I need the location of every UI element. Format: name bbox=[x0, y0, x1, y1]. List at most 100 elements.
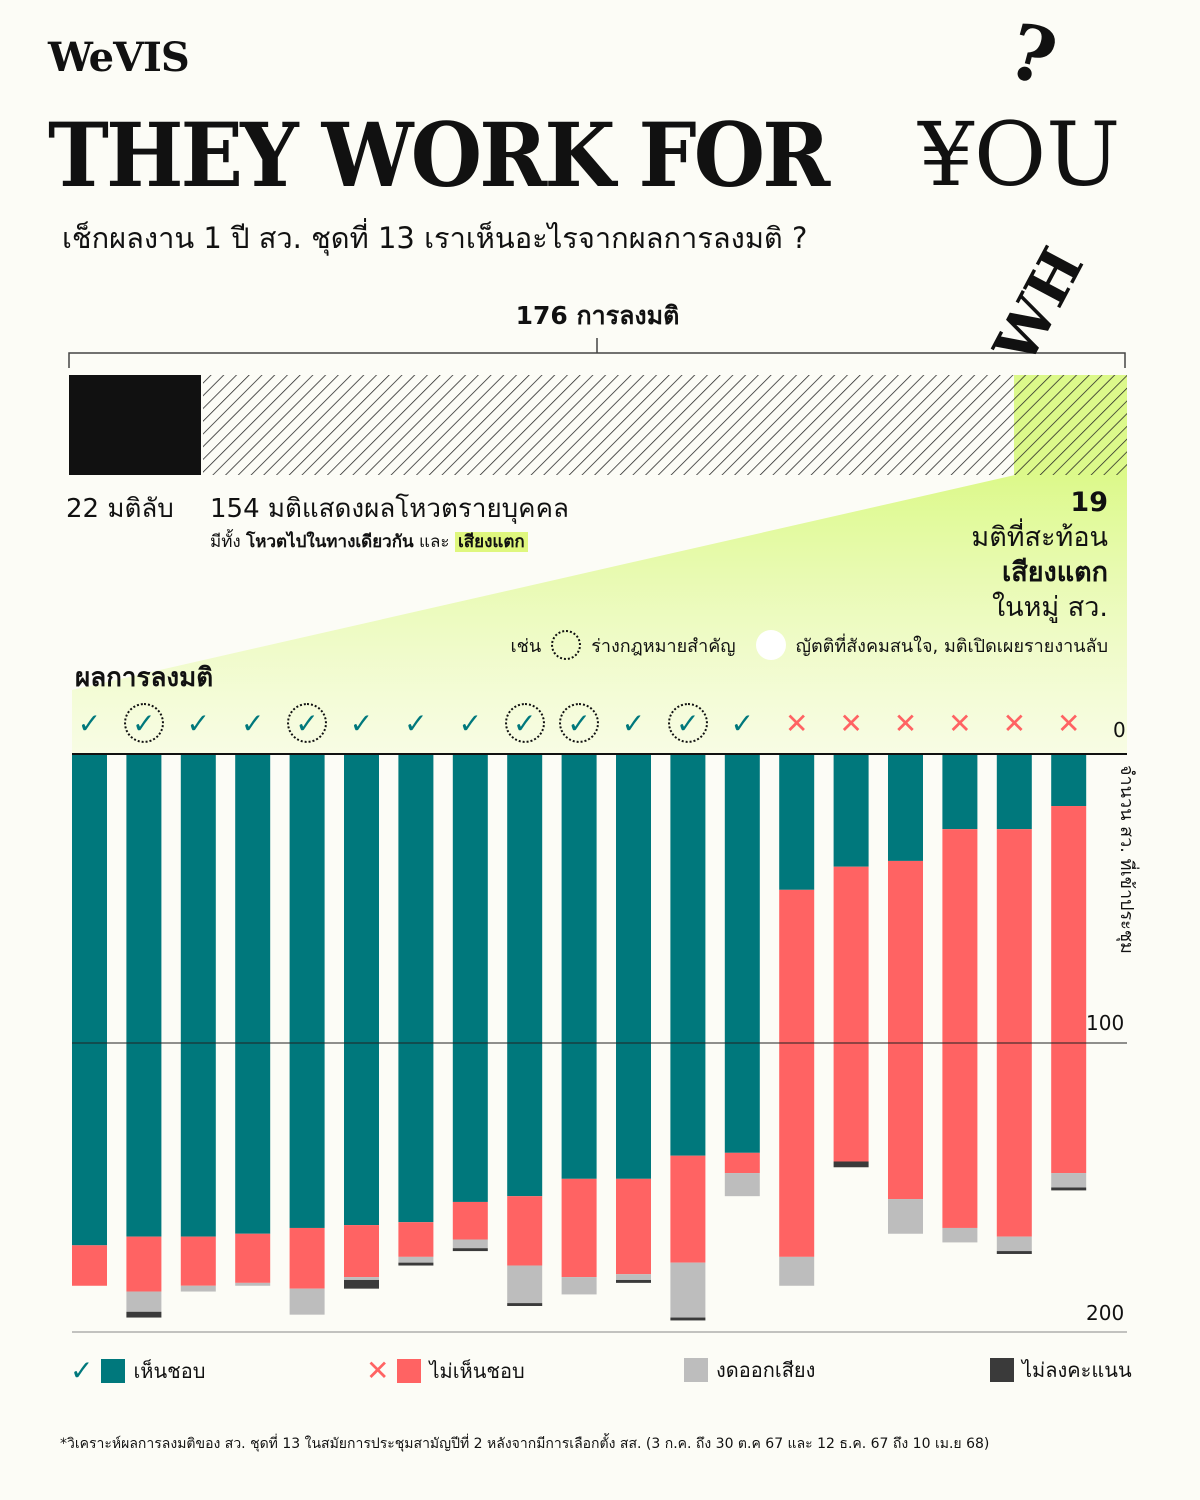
cross-icon-15: ✕ bbox=[839, 706, 863, 740]
bar-disagree-11 bbox=[616, 1178, 651, 1275]
check-icon-12: ✓ bbox=[667, 703, 708, 743]
bar-abstain-11 bbox=[616, 1274, 651, 1280]
legend-abstain: งดออกเสียง bbox=[684, 1354, 815, 1386]
bar-abstain-14 bbox=[779, 1256, 815, 1286]
bar-agree-16 bbox=[888, 754, 923, 861]
eg-label: เช่น bbox=[510, 635, 542, 657]
bar-disagree-13 bbox=[724, 1152, 760, 1174]
individual-label: 154 มติแสดงผลโหวตรายบุคคล bbox=[210, 494, 569, 524]
sub-pre: มีทั้ง bbox=[210, 532, 247, 552]
bar-disagree-15 bbox=[833, 866, 869, 1162]
bar-disagree-7 bbox=[398, 1222, 434, 1257]
bar-agree-18 bbox=[996, 754, 1032, 830]
bar-agree-13 bbox=[724, 754, 760, 1153]
individual-sublabel: มีทั้ง โหวตไปในทางเดียวกัน และ เสียงแตก bbox=[210, 528, 528, 555]
title-you: ¥OU bbox=[918, 103, 1121, 206]
chart-title: ผลการลงมติ bbox=[75, 663, 214, 693]
sub-bold: โหวตไปในทางเดียวกัน bbox=[246, 532, 414, 552]
bar-disagree-1 bbox=[72, 1245, 107, 1286]
bar-agree-15 bbox=[833, 754, 869, 867]
bar-novote-9 bbox=[507, 1303, 543, 1306]
bar-agree-1 bbox=[72, 754, 107, 1246]
secret-label: 22 มติลับ bbox=[66, 494, 174, 524]
example-legend: เช่น ร่างกฎหมายสำคัญ ญัตติที่สังคมสนใจ, … bbox=[511, 630, 1108, 660]
bar-abstain-19 bbox=[1051, 1173, 1087, 1188]
bar-agree-9 bbox=[507, 754, 543, 1197]
y-tick-100: 100 bbox=[1086, 1011, 1125, 1035]
bar-novote-19 bbox=[1051, 1187, 1087, 1191]
legend-novote-label: ไม่ลงคะแนน bbox=[1022, 1358, 1132, 1382]
sub-mid: และ bbox=[413, 532, 455, 552]
page-title: THEY WORK FOR bbox=[48, 103, 830, 207]
wevis-logo: WeVIS bbox=[48, 34, 190, 81]
cross-icon-19: ✕ bbox=[1056, 706, 1081, 740]
footnote: *วิเคราะห์ผลการลงมติของ สว. ชุดที่ 13 ใน… bbox=[60, 1436, 990, 1452]
bar-abstain-12 bbox=[670, 1262, 706, 1318]
check-icon-3: ✓ bbox=[186, 706, 211, 740]
split-count: 19 bbox=[1070, 487, 1108, 518]
legend-disagree-label: ไม่เห็นชอบ bbox=[429, 1358, 525, 1383]
bar-novote-8 bbox=[452, 1248, 488, 1252]
bar-abstain-6 bbox=[344, 1277, 379, 1280]
cross-icon-14: ✕ bbox=[784, 706, 809, 740]
check-icon-9: ✓ bbox=[504, 703, 545, 743]
check-icon-6: ✓ bbox=[349, 706, 374, 740]
bar-agree-4 bbox=[235, 754, 271, 1234]
abstain-swatch bbox=[684, 1358, 708, 1382]
bar-abstain-16 bbox=[888, 1199, 923, 1234]
check-icon-4: ✓ bbox=[240, 706, 265, 740]
total-votes: 176 การลงมติ bbox=[515, 301, 680, 330]
agree-swatch bbox=[101, 1358, 126, 1383]
sub-highlight: เสียงแตก bbox=[454, 532, 528, 552]
split-line2: เสียงแตก bbox=[1002, 557, 1108, 588]
bar-disagree-19 bbox=[1051, 806, 1087, 1174]
bar-abstain-13 bbox=[724, 1173, 760, 1197]
bar-agree-7 bbox=[398, 754, 434, 1223]
bar-agree-6 bbox=[344, 754, 379, 1226]
bar-abstain-8 bbox=[452, 1239, 488, 1249]
bar-disagree-3 bbox=[180, 1236, 216, 1286]
legend-novote: ไม่ลงคะแนน bbox=[990, 1354, 1132, 1386]
zoom-wedge bbox=[72, 475, 1127, 754]
bar-agree-12 bbox=[670, 754, 706, 1156]
legend-agree-label: เห็นชอบ bbox=[133, 1358, 206, 1383]
bar-abstain-2 bbox=[126, 1291, 162, 1312]
bar-novote-6 bbox=[344, 1279, 379, 1289]
bar-disagree-6 bbox=[344, 1225, 379, 1278]
novote-swatch bbox=[990, 1358, 1014, 1382]
white-circle-icon bbox=[755, 630, 786, 660]
check-icon-5: ✓ bbox=[287, 703, 328, 743]
eg-bill: ร่างกฎหมายสำคัญ bbox=[591, 635, 736, 657]
individual-block bbox=[203, 375, 1014, 475]
bar-agree-8 bbox=[452, 754, 488, 1202]
bar-disagree-12 bbox=[670, 1155, 706, 1263]
total-bracket bbox=[68, 338, 1126, 368]
disagree-swatch bbox=[397, 1358, 422, 1383]
bar-disagree-17 bbox=[942, 829, 978, 1228]
check-icon-2: ✓ bbox=[123, 703, 164, 743]
y-tick-0: 0 bbox=[1113, 718, 1126, 742]
bar-novote-7 bbox=[398, 1262, 434, 1266]
cross-icon-16: ✕ bbox=[893, 706, 918, 740]
secret-block bbox=[69, 375, 201, 475]
bar-abstain-18 bbox=[996, 1236, 1032, 1252]
split-line3: ในหมู่ สว. bbox=[991, 592, 1108, 623]
check-icon-8: ✓ bbox=[458, 706, 483, 740]
legend-disagree: ✕ ไม่เห็นชอบ bbox=[366, 1354, 525, 1387]
bar-disagree-18 bbox=[996, 829, 1032, 1237]
bar-disagree-9 bbox=[507, 1196, 543, 1266]
bar-novote-18 bbox=[996, 1251, 1032, 1254]
bar-disagree-10 bbox=[561, 1178, 597, 1278]
bar-novote-15 bbox=[833, 1161, 869, 1168]
bar-novote-2 bbox=[126, 1311, 162, 1318]
bar-agree-17 bbox=[942, 754, 978, 830]
split-label: 19 มติที่สะท้อน เสียงแตก ในหมู่ สว. bbox=[971, 485, 1108, 625]
bar-novote-12 bbox=[670, 1317, 706, 1321]
bar-abstain-3 bbox=[180, 1285, 216, 1292]
bar-disagree-5 bbox=[289, 1227, 325, 1289]
legend-agree: ✓ เห็นชอบ bbox=[70, 1354, 205, 1387]
check-icon-1: ✓ bbox=[77, 706, 102, 740]
y-tick-200: 200 bbox=[1086, 1301, 1125, 1325]
